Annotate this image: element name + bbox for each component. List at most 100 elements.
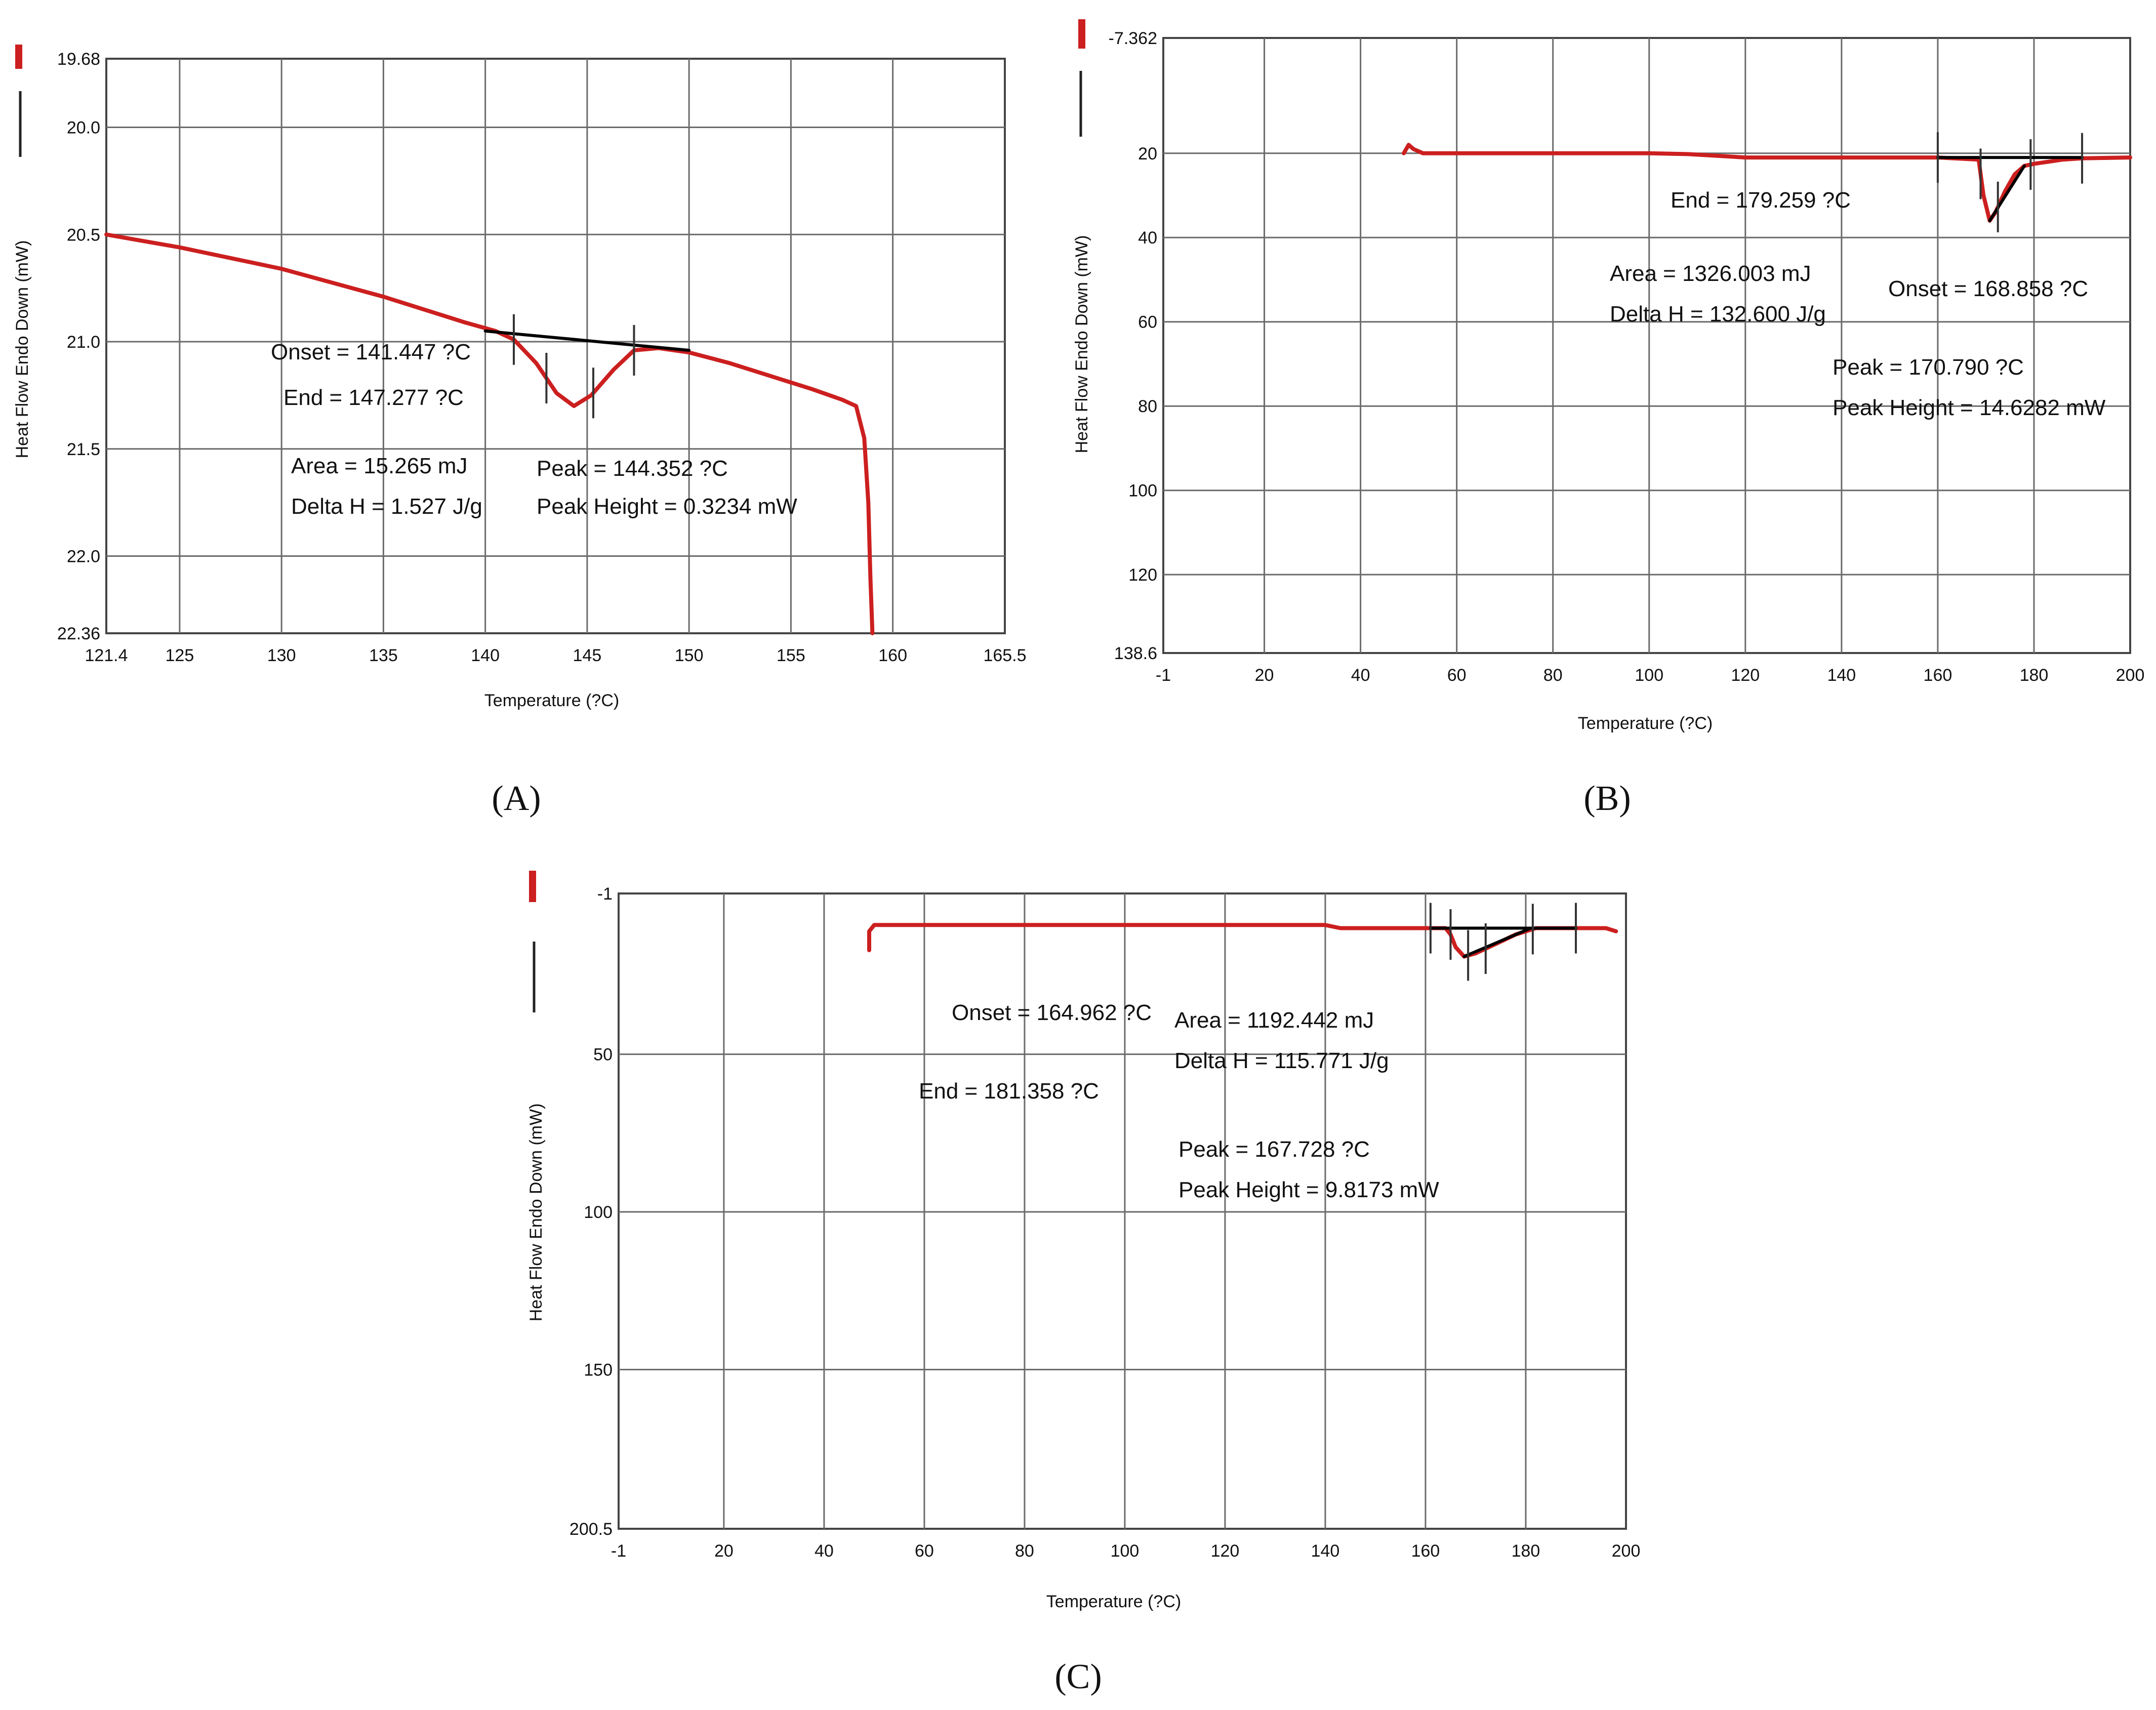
x-tick-label: 145 xyxy=(573,646,602,665)
x-tick-label: 150 xyxy=(675,646,704,665)
x-tick-labels: -1 20 40 60 80 100 120 140 160 180 200 xyxy=(611,1541,1640,1561)
series-tangent xyxy=(1988,164,2026,222)
delta-h-annotation: Delta H = 1.527 J/g xyxy=(291,494,482,519)
x-tick-label: 200 xyxy=(2116,666,2145,685)
series-heat-flow xyxy=(104,232,875,635)
area-annotation: Area = 1326.003 mJ xyxy=(1610,261,1811,286)
x-tick-label: 100 xyxy=(1111,1541,1140,1561)
y-axis-label: Heat Flow Endo Down (mW) xyxy=(1072,235,1091,454)
legend-color-swatch xyxy=(15,45,22,69)
gridlines xyxy=(619,893,1626,1529)
y-tick-label: 80 xyxy=(1138,397,1157,416)
y-tick-label: 100 xyxy=(584,1203,613,1222)
y-tick-label: 20.0 xyxy=(67,118,100,138)
y-tick-label: -1 xyxy=(597,884,613,904)
x-tick-label: 125 xyxy=(166,646,194,665)
end-annotation: End = 181.358 ?C xyxy=(919,1079,1099,1104)
x-tick-label: 200 xyxy=(1612,1541,1641,1561)
x-tick-label: 180 xyxy=(1512,1541,1540,1561)
x-tick-label: 120 xyxy=(1211,1541,1240,1561)
gridlines xyxy=(106,59,1005,633)
x-tick-label: 140 xyxy=(1827,666,1856,685)
x-tick-label: -1 xyxy=(611,1541,626,1561)
x-tick-label: 120 xyxy=(1731,666,1760,685)
panel-b: -7.362 20 40 60 80 100 120 138.6 -1 20 40 60 80 100 1… xyxy=(1072,19,2144,818)
x-tick-label: 60 xyxy=(1447,666,1467,685)
delta-h-annotation: Delta H = 115.771 J/g xyxy=(1174,1048,1389,1073)
data-series xyxy=(104,232,875,635)
y-axis-label: Heat Flow Endo Down (mW) xyxy=(526,1104,546,1322)
panel-c: -1 50 100 150 200.5 -1 20 40 60 80 100 120 140 160 18… xyxy=(526,871,1640,1696)
x-tick-label: 40 xyxy=(1351,666,1370,685)
series-tangent xyxy=(1462,926,1532,958)
y-tick-label: 20 xyxy=(1138,144,1157,164)
y-tick-label: 21.5 xyxy=(67,440,100,459)
area-annotation: Area = 15.265 mJ xyxy=(291,454,468,478)
y-tick-label: 138.6 xyxy=(1114,644,1157,663)
x-tick-label: 130 xyxy=(267,646,296,665)
x-tick-label: 160 xyxy=(878,646,907,665)
y-axis-label: Heat Flow Endo Down (mW) xyxy=(13,240,32,459)
series-baseline xyxy=(483,329,691,352)
plot-frame xyxy=(1162,37,2131,654)
x-tick-label: 20 xyxy=(1255,666,1274,685)
legend-color-swatch xyxy=(1078,19,1085,49)
y-tick-label: 200.5 xyxy=(569,1520,613,1539)
x-axis-label: Temperature (?C) xyxy=(1578,714,1713,733)
onset-annotation: Onset = 141.447 ?C xyxy=(271,340,471,364)
y-tick-label: 19.68 xyxy=(57,50,100,69)
x-tick-label: 40 xyxy=(815,1541,834,1561)
y-tick-label: 150 xyxy=(584,1360,613,1379)
data-series xyxy=(1402,132,2132,232)
x-tick-label: 121.4 xyxy=(85,646,128,665)
y-tick-label: 120 xyxy=(1128,565,1157,585)
x-tick-label: 180 xyxy=(2020,666,2049,685)
peak-height-annotation: Peak Height = 9.8173 mW xyxy=(1178,1177,1439,1202)
delta-h-annotation: Delta H = 132.600 J/g xyxy=(1610,302,1826,327)
peak-annotation: Peak = 167.728 ?C xyxy=(1178,1137,1370,1162)
y-tick-label: 60 xyxy=(1138,313,1157,332)
data-series xyxy=(867,903,1618,981)
x-tick-label: 165.5 xyxy=(983,646,1026,665)
x-tick-labels: 121.4 125 130 135 140 145 150 155 160 165.5 xyxy=(85,646,1026,665)
plot-frame xyxy=(105,58,1006,634)
y-tick-label: 21.0 xyxy=(67,333,100,352)
series-heat-flow xyxy=(1402,143,2132,223)
y-tick-label: 50 xyxy=(593,1045,613,1065)
x-tick-label: -1 xyxy=(1156,666,1171,685)
x-tick-label: 80 xyxy=(1015,1541,1034,1561)
panel-caption: (C) xyxy=(1054,1657,1102,1696)
gridlines xyxy=(1163,38,2130,653)
panel-caption: (A) xyxy=(492,779,541,818)
x-axis-label: Temperature (?C) xyxy=(1046,1592,1181,1611)
x-axis-label: Temperature (?C) xyxy=(484,691,619,710)
x-tick-label: 160 xyxy=(1411,1541,1440,1561)
peak-height-annotation: Peak Height = 0.3234 mW xyxy=(537,494,797,519)
panel-caption: (B) xyxy=(1583,779,1631,818)
peak-height-annotation: Peak Height = 14.6282 mW xyxy=(1833,395,2106,420)
end-annotation: End = 147.277 ?C xyxy=(283,385,464,410)
end-annotation: End = 179.259 ?C xyxy=(1671,188,1851,213)
peak-annotation: Peak = 144.352 ?C xyxy=(537,456,728,481)
x-tick-label: 155 xyxy=(777,646,805,665)
onset-annotation: Onset = 164.962 ?C xyxy=(952,1000,1152,1025)
y-tick-label: 22.0 xyxy=(67,547,100,566)
y-tick-label: 40 xyxy=(1138,228,1157,248)
y-tick-label: 100 xyxy=(1128,481,1157,501)
x-tick-label: 20 xyxy=(714,1541,734,1561)
x-tick-label: 100 xyxy=(1635,666,1663,685)
onset-annotation: Onset = 168.858 ?C xyxy=(1888,276,2088,301)
y-tick-label: 20.5 xyxy=(67,225,100,245)
x-tick-label: 160 xyxy=(1924,666,1952,685)
y-tick-labels: -1 50 100 150 200.5 xyxy=(569,884,613,1539)
x-tick-label: 80 xyxy=(1543,666,1563,685)
y-tick-labels: 19.68 20.0 20.5 21.0 21.5 22.0 22.36 xyxy=(57,50,100,643)
area-annotation: Area = 1192.442 mJ xyxy=(1174,1008,1374,1033)
peak-annotation: Peak = 170.790 ?C xyxy=(1833,355,2024,380)
x-tick-labels: -1 20 40 60 80 100 120 140 160 180 200 xyxy=(1156,666,2144,685)
x-tick-label: 140 xyxy=(471,646,500,665)
x-tick-label: 60 xyxy=(915,1541,934,1561)
legend-color-swatch xyxy=(529,871,536,902)
